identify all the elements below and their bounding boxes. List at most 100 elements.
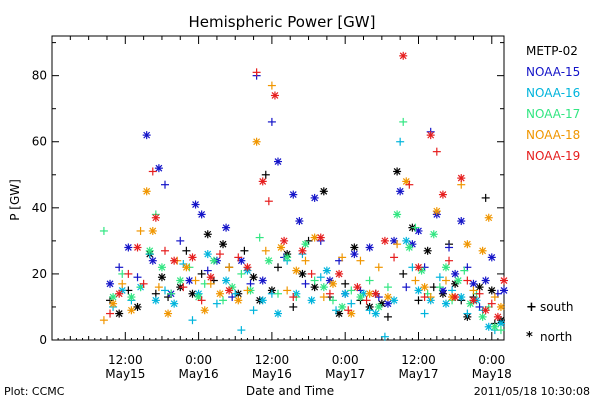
data-point	[206, 273, 215, 282]
data-point	[289, 190, 298, 199]
data-point	[344, 306, 353, 315]
data-point	[374, 263, 383, 272]
data-point	[353, 283, 362, 292]
data-point	[148, 256, 157, 265]
data-point	[249, 306, 258, 315]
data-point	[310, 193, 319, 202]
data-point	[301, 240, 310, 249]
data-point	[182, 246, 191, 255]
data-point	[383, 283, 392, 292]
data-point	[188, 253, 197, 262]
data-point	[298, 246, 307, 255]
data-point	[432, 147, 441, 156]
data-point	[481, 193, 490, 202]
data-point	[380, 332, 389, 341]
x-axis-label: Date and Time	[246, 384, 334, 398]
data-point	[319, 293, 328, 302]
data-point	[420, 283, 429, 292]
data-point	[393, 240, 402, 249]
data-point	[405, 180, 414, 189]
data-point	[194, 293, 203, 302]
x-tick-label-date: May15	[105, 367, 145, 381]
data-point	[142, 187, 151, 196]
data-point	[99, 226, 108, 235]
data-point	[252, 68, 261, 77]
data-point	[142, 131, 151, 140]
data-point	[148, 226, 157, 235]
data-point	[298, 269, 307, 278]
data-point	[316, 273, 325, 282]
x-tick-label-time: 0:00	[185, 353, 212, 367]
data-point	[441, 263, 450, 272]
data-point	[106, 279, 115, 288]
data-point	[176, 236, 185, 245]
data-point	[405, 243, 414, 252]
data-point	[118, 279, 127, 288]
data-point	[310, 276, 319, 285]
x-tick-label-time: 0:00	[478, 353, 505, 367]
data-point	[493, 312, 502, 321]
data-point	[170, 299, 179, 308]
data-point	[432, 207, 441, 216]
data-point	[295, 217, 304, 226]
data-point	[243, 263, 252, 272]
data-point	[212, 299, 221, 308]
x-axis: 12:00May150:00May1612:00May160:00May1712…	[57, 36, 512, 381]
data-point	[350, 250, 359, 259]
marker-legend: + south * north	[526, 300, 574, 345]
data-point	[445, 243, 454, 252]
data-point	[307, 269, 316, 278]
data-point	[222, 276, 231, 285]
x-tick-label-time: 12:00	[108, 353, 143, 367]
data-point	[234, 296, 243, 305]
data-point	[500, 276, 508, 285]
data-point	[258, 276, 267, 285]
data-point	[249, 273, 258, 282]
marker-legend-symbol: +	[526, 300, 537, 315]
data-point	[365, 243, 374, 252]
data-point	[457, 217, 466, 226]
data-point	[222, 223, 231, 232]
data-point	[115, 309, 124, 318]
data-point	[454, 276, 463, 285]
data-point	[258, 177, 267, 186]
data-point	[478, 312, 487, 321]
data-point	[203, 250, 212, 259]
data-point	[445, 256, 454, 265]
legend-item: NOAA-18	[526, 128, 580, 142]
data-point	[197, 296, 206, 305]
data-point	[133, 302, 142, 311]
data-point	[390, 236, 399, 245]
data-point	[420, 309, 429, 318]
data-point	[274, 289, 282, 298]
data-point	[203, 230, 212, 239]
data-point	[301, 279, 310, 288]
marker-legend-label: north	[540, 330, 572, 344]
legend-item: NOAA-15	[526, 65, 580, 79]
data-point	[283, 286, 292, 295]
data-point	[164, 309, 173, 318]
data-point	[420, 293, 429, 302]
y-tick-label: 0	[39, 333, 47, 347]
data-point	[469, 296, 478, 305]
data-point	[399, 117, 408, 126]
data-point	[414, 296, 423, 305]
data-point	[261, 246, 270, 255]
data-point	[115, 263, 124, 272]
data-point	[161, 246, 169, 255]
data-point	[264, 256, 273, 265]
data-point	[289, 302, 298, 311]
data-point	[106, 309, 115, 318]
data-point	[402, 236, 411, 245]
data-point	[151, 213, 160, 222]
legend-item: NOAA-17	[526, 107, 580, 121]
data-point	[481, 276, 490, 285]
data-point	[148, 167, 157, 176]
data-point	[478, 246, 487, 255]
data-point	[332, 306, 341, 315]
data-point	[383, 293, 392, 302]
data-point	[307, 296, 316, 305]
y-axis: 0 20 40 60 80	[32, 42, 504, 347]
data-point	[274, 309, 282, 318]
data-point	[161, 180, 169, 189]
